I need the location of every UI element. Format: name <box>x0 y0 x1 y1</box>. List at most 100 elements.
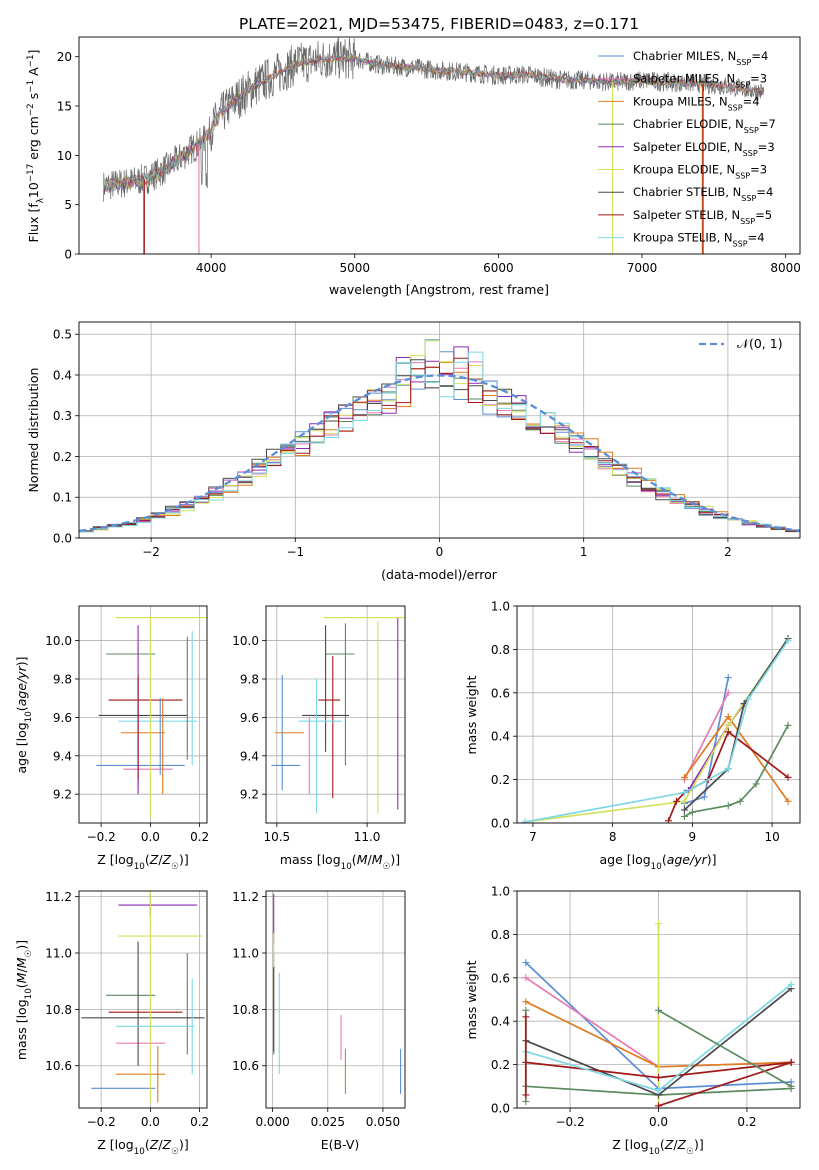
y-tick-label: 0.8 <box>491 643 510 657</box>
y-tick-label: 10.0 <box>45 634 72 648</box>
x-tick-label: 8000 <box>770 261 801 275</box>
legend-label: Chabrier ELODIE, NSSP=7 <box>633 117 776 135</box>
data-point <box>655 920 662 928</box>
data-point <box>522 1006 530 1014</box>
x-tick-label: 0.2 <box>190 830 209 844</box>
x-tick-label: 7 <box>529 830 537 844</box>
weight-series-line <box>658 1061 792 1107</box>
y-tick-label: 0.0 <box>491 817 510 831</box>
data-point <box>787 1082 795 1090</box>
x-tick-label: 1 <box>580 545 588 559</box>
age-vs-Z-marks <box>96 616 207 818</box>
x-tick-label: −0.2 <box>555 1115 584 1129</box>
weight-series-line <box>683 724 789 818</box>
legend-label: Kroupa MILES, NSSP=4 <box>633 94 760 112</box>
y-tick-label: 10.8 <box>232 1003 259 1017</box>
legend-label: Kroupa ELODIE, NSSP=3 <box>633 163 767 181</box>
y-axis-label: mass weight <box>464 960 479 1039</box>
data-point <box>724 802 732 810</box>
y-tick-label: 0.0 <box>53 532 72 546</box>
weight-series-line <box>524 638 789 823</box>
spectrum-marks <box>103 37 765 254</box>
data-point <box>784 721 792 729</box>
y-axis-label: mass weight <box>464 675 479 754</box>
y-tick-label: 10.8 <box>45 1003 72 1017</box>
y-tick-label: 0.0 <box>491 1102 510 1116</box>
data-point <box>522 1097 530 1105</box>
y-tick-label: 0.6 <box>491 971 510 985</box>
data-point <box>522 1091 530 1099</box>
data-point <box>752 780 760 788</box>
y-tick-label: 9.2 <box>53 788 72 802</box>
y-tick-label: 11.2 <box>45 890 72 904</box>
x-tick-label: 0.0 <box>141 830 160 844</box>
data-point <box>736 797 744 805</box>
age-vs-mass-panel: 10.5 11.0 9.2 9.4 9.6 9.8 10.0 mass [log10(M/M☉… <box>232 605 406 872</box>
data-point <box>744 695 752 703</box>
x-tick-label: 7000 <box>627 261 658 275</box>
y-tick-label: 9.4 <box>240 749 259 763</box>
y-tick-label: 0.5 <box>53 328 72 342</box>
y-tick-label: 9.8 <box>53 672 72 686</box>
residual-histogram <box>79 340 800 533</box>
y-tick-label: 10.6 <box>232 1059 259 1073</box>
x-tick-label: −1 <box>286 545 304 559</box>
x-axis-label: (data-model)/error <box>381 567 498 582</box>
age-vs-mass-marks <box>271 616 405 814</box>
residuals-panel: −2 −1 0 1 2 0.0 0.1 0.2 0.3 0.4 0.5 𝒩(0, 1) (data-mo… <box>26 321 801 582</box>
data-point <box>655 1087 662 1095</box>
y-tick-label: 9.2 <box>240 788 259 802</box>
axes-frame <box>516 605 801 824</box>
data-point <box>522 998 530 1006</box>
y-tick-label: 0.2 <box>491 1058 510 1072</box>
x-tick-label: −2 <box>142 545 160 559</box>
legend-gaussian-label: 𝒩(0, 1) <box>737 336 783 351</box>
weight-series-line <box>658 1009 792 1088</box>
x-axis-label: Z [log10(Z/Z☉)] <box>612 1137 704 1157</box>
y-tick-label: 10.0 <box>232 634 259 648</box>
y-tick-label: 0.8 <box>491 928 510 942</box>
x-tick-label: 0.025 <box>311 1115 345 1129</box>
data-point <box>784 797 792 805</box>
weight-series-line <box>683 638 789 811</box>
x-tick-label: −0.2 <box>87 830 116 844</box>
data-point <box>680 773 688 781</box>
x-tick-label: 8 <box>609 830 617 844</box>
data-point <box>680 797 688 805</box>
weight-series-line <box>524 640 789 823</box>
legend-label: Salpeter MILES, NSSP=3 <box>633 72 767 90</box>
y-axis-label: Flux [fλ10−17 erg cm−2 s−1 A−1] <box>26 50 46 243</box>
y-tick-label: 0.2 <box>491 773 510 787</box>
x-tick-label: 0.0 <box>649 1115 668 1129</box>
y-tick-label: 0.4 <box>491 730 510 744</box>
x-axis-label: mass [log10(M/M☉)] <box>280 852 400 872</box>
x-tick-label: 0 <box>436 545 444 559</box>
mass-vs-Z-panel: −0.2 0.0 0.2 10.6 10.8 11.0 11.2 Z [log10(Z/Z☉)… <box>14 890 209 1157</box>
gaussian-curve <box>79 374 800 533</box>
x-tick-label: 9 <box>689 830 697 844</box>
x-axis-label: wavelength [Angstrom, rest frame] <box>329 282 549 297</box>
data-point <box>724 689 732 697</box>
x-tick-label: 0.2 <box>190 1115 209 1129</box>
x-tick-label: 2 <box>724 545 732 559</box>
data-point <box>688 808 696 816</box>
data-point <box>522 1013 530 1021</box>
weight-vs-Z-marks <box>522 920 795 1108</box>
y-tick-label: 10 <box>57 149 72 163</box>
data-point <box>680 806 688 814</box>
axes-frame <box>78 890 208 1109</box>
data-point <box>724 674 732 682</box>
y-tick-label: 9.4 <box>53 749 72 763</box>
spectrum-legend: Chabrier MILES, NSSP=4 Salpeter MILES, NS… <box>598 49 776 248</box>
x-axis-label: E(B-V) <box>321 1137 360 1152</box>
data-point <box>784 773 792 781</box>
x-tick-label: 0.0 <box>141 1115 160 1129</box>
model-spectrum-line <box>103 54 765 194</box>
x-tick-label: 11.0 <box>354 830 381 844</box>
data-point <box>672 797 680 805</box>
data-point <box>680 812 688 820</box>
weight-vs-age-panel: 7 8 9 10 0.0 0.2 0.4 0.6 0.8 1.0 age [log10(age/yr… <box>464 600 801 872</box>
data-point <box>787 1058 795 1066</box>
y-tick-label: 1.0 <box>491 885 510 899</box>
residual-histogram <box>79 357 800 532</box>
